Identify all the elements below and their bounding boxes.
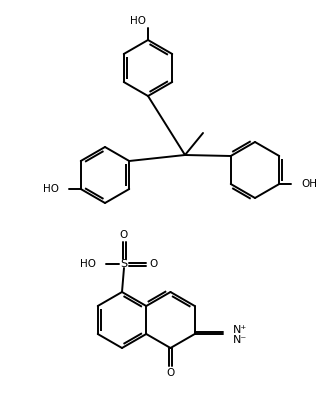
Text: S: S — [120, 259, 128, 269]
Text: N⁺: N⁺ — [233, 325, 247, 335]
Text: OH: OH — [301, 179, 317, 189]
Text: O: O — [149, 259, 157, 269]
Text: O: O — [166, 368, 175, 378]
Text: N⁻: N⁻ — [233, 335, 247, 345]
Text: HO: HO — [43, 184, 59, 194]
Text: HO: HO — [130, 16, 146, 26]
Text: O: O — [120, 230, 128, 240]
Text: HO: HO — [80, 259, 96, 269]
